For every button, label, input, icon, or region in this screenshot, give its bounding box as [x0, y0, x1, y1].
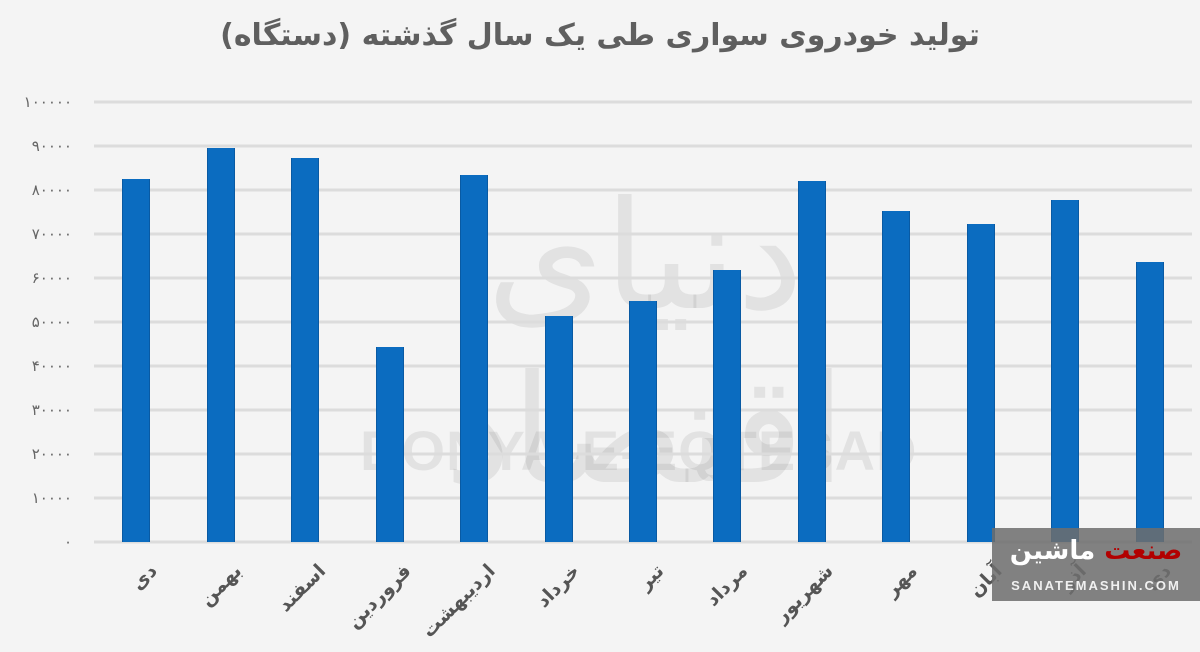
y-axis-tick-label: ۴۰۰۰۰ [31, 357, 72, 375]
bar [1051, 200, 1080, 542]
y-axis-tick-label: ۹۰۰۰۰ [31, 137, 72, 155]
bar [460, 175, 489, 542]
bar [206, 148, 235, 542]
x-axis-category-label: شهریور [770, 560, 838, 628]
gridline [94, 276, 1192, 280]
x-axis-category-label: بهمن [195, 560, 246, 611]
y-axis-tick-label: ۱۰۰۰۰ [31, 489, 72, 507]
x-axis-category-label: اسفند [274, 560, 331, 617]
x-axis-category-label: اردیبهشت [417, 560, 500, 643]
gridline [94, 100, 1192, 104]
bar [375, 347, 404, 542]
brand-name: صنعت ماشین [992, 536, 1200, 566]
bar [713, 270, 742, 542]
y-axis-tick-label: ۳۰۰۰۰ [31, 401, 72, 419]
x-axis-category-label: مرداد [701, 560, 753, 611]
bar [629, 300, 657, 542]
bar [291, 157, 320, 542]
x-axis-category-label: دی [127, 560, 162, 595]
watermark-persian: دنیای اقتصاد [444, 170, 845, 518]
bar [797, 181, 826, 542]
y-axis-tick-label: ۸۰۰۰۰ [31, 181, 72, 199]
gridline [94, 144, 1192, 148]
sanatemashin-logo-overlay: صنعت ماشین SANATEMASHIN.COM [992, 528, 1200, 601]
brand-name-white: ماشین [1009, 536, 1096, 566]
gridline [94, 540, 1192, 544]
brand-name-red: صنعت [1104, 536, 1183, 566]
x-axis-category-label: مهر [880, 560, 923, 602]
chart-title: تولید خودروی سواری طی یک سال گذشته (دستگ… [220, 18, 980, 53]
x-axis-category-label: فروردین [342, 560, 416, 633]
bar [1135, 262, 1164, 542]
brand-url: SANATEMASHIN.COM [1011, 578, 1181, 593]
x-axis-category-label: تیر [633, 560, 669, 595]
y-axis-tick-label: ۵۰۰۰۰ [31, 313, 72, 331]
bar [882, 211, 911, 542]
bar [122, 179, 151, 542]
x-axis-category-label: خرداد [531, 560, 584, 612]
y-axis-tick-label: ۱۰۰۰۰۰ [23, 93, 72, 111]
y-axis-tick-label: ۷۰۰۰۰ [31, 225, 72, 243]
y-axis-tick-label: ۶۰۰۰۰ [31, 269, 72, 287]
y-axis-tick-label: ۲۰۰۰۰ [31, 445, 72, 463]
gridline [94, 188, 1192, 192]
y-axis-tick-label: ۰ [63, 533, 72, 551]
bar [966, 223, 995, 542]
gridline [94, 232, 1192, 236]
bar [544, 315, 573, 542]
